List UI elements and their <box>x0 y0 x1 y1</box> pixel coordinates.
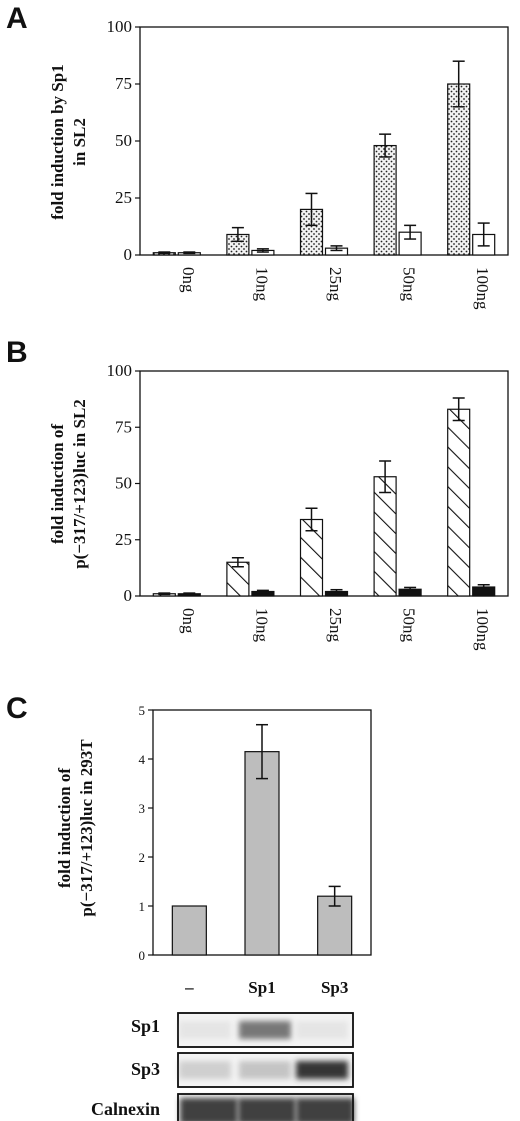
y-tick-label: 5 <box>139 703 146 718</box>
y-tick-label: 75 <box>115 74 132 93</box>
chart-a-ylabel-line2: in SL2 <box>70 118 89 166</box>
y-tick-label: 2 <box>139 850 146 865</box>
blot-band <box>296 1061 348 1079</box>
blot-band <box>179 1061 231 1079</box>
chart-panel-b: fold induction of p(−317/+123)luc in SL2… <box>48 361 509 651</box>
chart-a-ylabel-line1: fold induction by Sp1 <box>48 64 67 219</box>
panel-letter-a: A <box>6 2 28 35</box>
blot-strip-border <box>177 1052 354 1088</box>
x-category-label: 50ng <box>400 267 419 302</box>
blot-band <box>296 1021 348 1039</box>
blot-strip-border <box>177 1012 354 1048</box>
bar-c-gray <box>171 905 207 956</box>
bar-b-hatch <box>373 476 397 597</box>
blot-band <box>239 1061 291 1079</box>
chart-panel-a: fold induction by Sp1 in SL2 0 25 50 75 100 0… <box>48 17 509 310</box>
blot-label-sp1: Sp1 <box>131 1016 160 1036</box>
y-tick-label: 0 <box>124 586 133 605</box>
blot-band <box>239 1021 291 1039</box>
chart-b-ylabel-line1: fold induction of <box>48 424 67 544</box>
y-tick-label: 3 <box>139 801 146 816</box>
chart-c-ylabel-line1: fold induction of <box>55 768 74 888</box>
x-category-label: Sp3 <box>321 978 348 997</box>
x-category-label: Sp1 <box>248 978 275 997</box>
blot-band <box>180 1098 238 1121</box>
x-category-label: 100ng <box>473 608 492 651</box>
x-category-label: 10ng <box>252 267 271 302</box>
blot-band <box>179 1021 231 1039</box>
bar-b-hatch <box>447 408 471 597</box>
x-category-label: 10ng <box>252 608 271 643</box>
y-tick-label: 100 <box>107 361 133 380</box>
y-tick-label: 0 <box>139 948 146 963</box>
x-category-label: 100ng <box>473 267 492 310</box>
panel-letter-c: C <box>6 692 28 725</box>
chart-c-ylabel-line2: p(−317/+123)luc in 293T <box>77 739 96 917</box>
x-category-label: 0ng <box>179 267 198 293</box>
x-category-label: 25ng <box>326 267 345 302</box>
y-tick-label: 25 <box>115 188 132 207</box>
blot-band <box>238 1098 296 1121</box>
y-tick-label: 75 <box>115 417 132 436</box>
y-tick-label: 0 <box>124 245 133 264</box>
blot-band <box>296 1098 354 1121</box>
y-tick-label: 100 <box>107 17 133 36</box>
y-tick-label: 50 <box>115 474 132 493</box>
blot-label-calnexin: Calnexin <box>91 1099 160 1119</box>
y-tick-label: 1 <box>139 899 146 914</box>
bar-a-dots <box>373 144 397 256</box>
bar-a-dots <box>447 83 471 256</box>
x-category-label: 50ng <box>400 608 419 643</box>
x-category-label: 0ng <box>179 608 198 634</box>
blot-strip-border <box>177 1093 354 1121</box>
x-category-label: – <box>184 978 194 997</box>
y-tick-label: 25 <box>115 530 132 549</box>
panel-letter-b: B <box>6 336 28 369</box>
western-blot: Sp1 Sp3 Calnexin <box>91 1012 354 1121</box>
x-category-label: 25ng <box>326 608 345 643</box>
chart-panel-c: fold induction of p(−317/+123)luc in 293… <box>55 703 372 997</box>
y-tick-label: 50 <box>115 131 132 150</box>
bar-c-gray <box>244 751 280 956</box>
y-tick-label: 4 <box>139 752 146 767</box>
blot-label-sp3: Sp3 <box>131 1059 160 1079</box>
chart-b-ylabel-line2: p(−317/+123)luc in SL2 <box>70 399 89 569</box>
